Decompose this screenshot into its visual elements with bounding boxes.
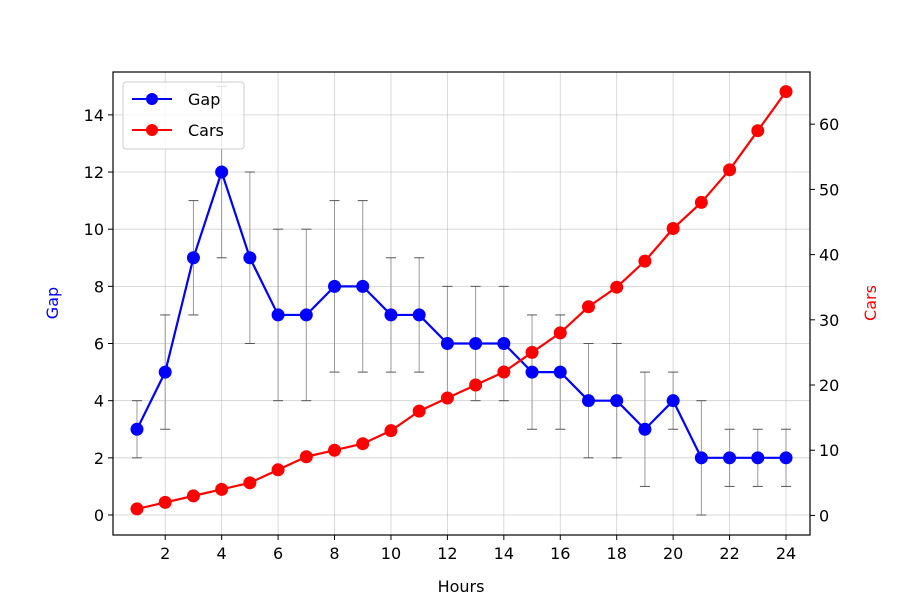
cars-point	[328, 443, 342, 457]
cars-point	[553, 326, 567, 340]
right-tick-label: 30	[819, 311, 839, 330]
x-axis-ticks: 2 4 6 8 10 12 14 16 18 20 22 24	[160, 535, 796, 563]
gap-point	[581, 394, 595, 408]
gap-point	[356, 279, 370, 293]
legend-gap-label: Gap	[188, 90, 220, 109]
x-tick-label: 22	[719, 544, 739, 563]
x-tick-label: 6	[273, 544, 283, 563]
gap-point	[666, 394, 680, 408]
gap-point	[497, 337, 511, 351]
legend-gap-marker	[146, 93, 158, 105]
cars-point	[412, 404, 426, 418]
gap-point	[412, 308, 426, 322]
right-tick-label: 40	[819, 246, 839, 265]
cars-point	[779, 85, 793, 99]
right-tick-label: 50	[819, 180, 839, 199]
legend-frame	[122, 81, 245, 150]
cars-point	[271, 463, 285, 477]
gap-point	[751, 451, 765, 465]
gap-series-line	[136, 170, 787, 459]
cars-point	[525, 345, 539, 359]
gap-point	[299, 308, 313, 322]
legend-cars-marker	[146, 124, 158, 136]
gap-point	[243, 251, 257, 265]
x-tick-label: 2	[160, 544, 170, 563]
right-axis-ticks: 0 10 20 30 40 50 60	[810, 115, 839, 525]
cars-point	[666, 222, 680, 236]
left-axis-label: Gap	[43, 287, 62, 319]
gap-point	[638, 422, 652, 436]
left-axis-ticks: 0 2 4 6 8 10 12 14	[84, 106, 113, 525]
series-points	[130, 85, 793, 516]
x-tick-label: 16	[550, 544, 570, 563]
x-tick-label: 12	[437, 544, 457, 563]
gap-point	[328, 279, 342, 293]
gap-point	[215, 165, 229, 179]
left-tick-label: 4	[94, 392, 104, 411]
x-tick-label: 20	[663, 544, 683, 563]
cars-point	[610, 280, 624, 294]
cars-point	[581, 300, 595, 314]
gap-point	[271, 308, 285, 322]
gap-point	[723, 451, 737, 465]
cars-point	[723, 163, 737, 177]
x-tick-label: 24	[776, 544, 796, 563]
cars-point	[215, 482, 229, 496]
cars-point	[158, 495, 172, 509]
right-tick-label: 0	[819, 506, 829, 525]
gap-point	[130, 422, 144, 436]
x-tick-label: 8	[329, 544, 339, 563]
x-axis-label: Hours	[438, 577, 485, 596]
cars-point	[243, 476, 257, 490]
gap-point	[779, 451, 793, 465]
legend-cars-label: Cars	[188, 121, 224, 140]
gap-point	[440, 337, 454, 351]
right-axis-label: Cars	[861, 285, 880, 321]
x-tick-label: 18	[607, 544, 627, 563]
left-tick-label: 0	[94, 506, 104, 525]
left-tick-label: 10	[84, 220, 104, 239]
x-tick-label: 4	[217, 544, 227, 563]
gap-point	[553, 365, 567, 379]
left-tick-label: 14	[84, 106, 104, 125]
cars-point	[497, 365, 511, 379]
cars-point	[751, 124, 765, 138]
right-tick-label: 60	[819, 115, 839, 134]
cars-point	[384, 424, 398, 438]
gap-point	[694, 451, 708, 465]
cars-point	[440, 391, 454, 405]
right-tick-label: 20	[819, 376, 839, 395]
left-tick-label: 8	[94, 277, 104, 296]
cars-point	[638, 254, 652, 268]
x-tick-label: 10	[381, 544, 401, 563]
left-tick-label: 12	[84, 163, 104, 182]
cars-point	[694, 195, 708, 209]
gap-point	[186, 251, 200, 265]
cars-point	[469, 378, 483, 392]
gap-point	[469, 337, 483, 351]
gap-point	[384, 308, 398, 322]
cars-point	[186, 489, 200, 503]
right-tick-label: 10	[819, 441, 839, 460]
legend: Gap Cars	[122, 81, 245, 150]
x-tick-label: 14	[494, 544, 514, 563]
left-tick-label: 6	[94, 335, 104, 354]
gap-point	[158, 365, 172, 379]
gap-point	[525, 365, 539, 379]
gap-point	[610, 394, 624, 408]
left-tick-label: 2	[94, 449, 104, 468]
cars-point	[130, 502, 144, 516]
cars-point	[299, 450, 313, 464]
cars-point	[356, 437, 370, 451]
plot-frame	[112, 71, 811, 536]
